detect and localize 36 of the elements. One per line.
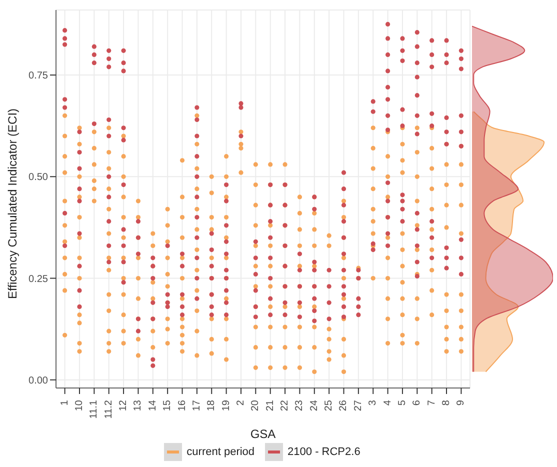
x-tick-label: 17	[191, 400, 202, 412]
x-tick-label: 12	[118, 400, 130, 412]
x-tick-label: 13	[132, 400, 144, 412]
x-tick-label: 3	[368, 400, 379, 406]
x-tick-label: 24	[308, 400, 320, 412]
x-tick-label: 26	[338, 400, 350, 412]
x-tick-label: 5	[396, 400, 408, 406]
x-tick-label: 22	[280, 400, 291, 412]
legend-label: 2100 - RCP2.6	[288, 446, 360, 458]
x-tick-label: 19	[220, 400, 232, 412]
x-tick-label: 2	[235, 400, 246, 406]
y-tick-label: 0.50	[28, 172, 48, 184]
y-axis-title: Efficency Cumulated Indicator (ECI)	[5, 108, 20, 299]
x-tick-label: 1	[59, 400, 70, 406]
x-tick-label: 11.2	[103, 400, 114, 419]
x-tick-label: 4	[382, 400, 394, 406]
x-tick-label: 21	[264, 400, 276, 412]
x-tick-label: 10	[74, 400, 85, 412]
x-tick-label: 8	[441, 400, 452, 406]
x-tick-label: 16	[176, 400, 188, 412]
x-tick-label: 27	[352, 400, 364, 412]
x-tick-label: 9	[456, 400, 467, 406]
y-tick-label: 0.75	[28, 70, 48, 82]
x-tick-label: 18	[206, 400, 218, 412]
y-tick-label: 0.25	[28, 274, 48, 285]
x-tick-label: 11.1	[88, 400, 100, 419]
x-tick-label: 6	[412, 400, 423, 406]
x-axis-title: GSA	[250, 427, 276, 441]
y-tick-label: 0.00	[28, 375, 48, 386]
legend-label: current period	[186, 446, 255, 458]
x-tick-label: 15	[162, 400, 174, 412]
x-tick-label: 7	[426, 400, 438, 406]
x-tick-label: 20	[250, 400, 262, 412]
x-tick-label: 25	[324, 400, 335, 412]
x-tick-label: 14	[147, 400, 158, 412]
x-tick-label: 23	[294, 400, 306, 412]
